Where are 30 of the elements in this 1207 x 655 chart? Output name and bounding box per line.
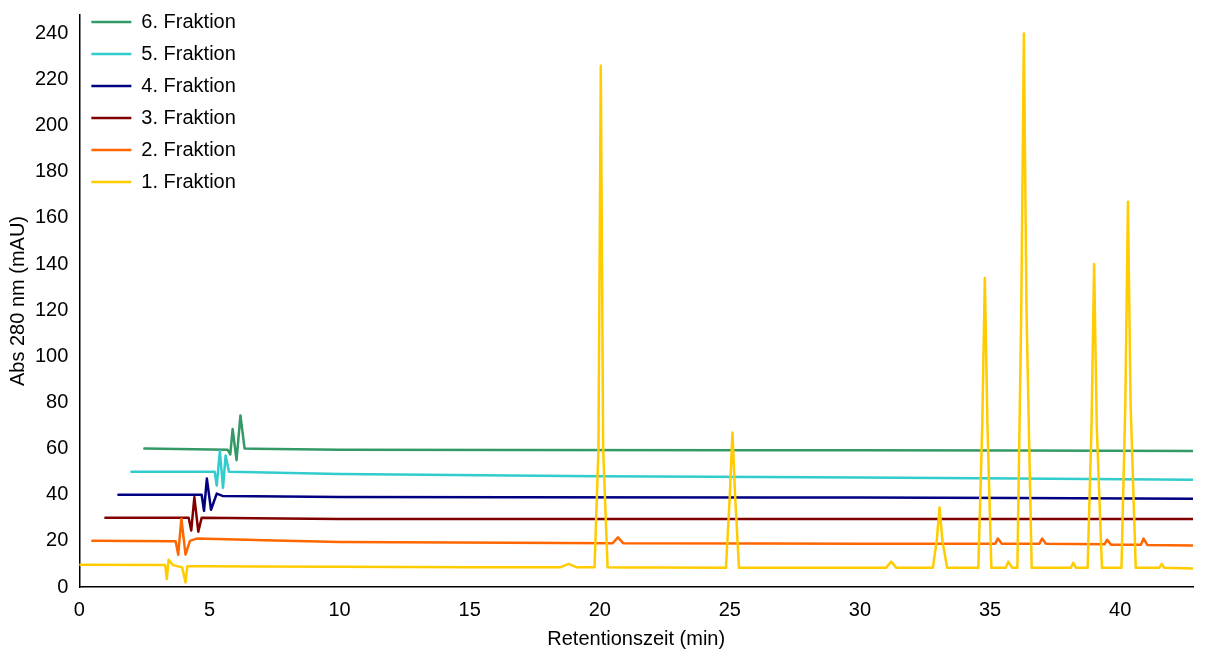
legend-label: 1. Fraktion [141,169,236,192]
y-tick-label: 100 [34,343,69,366]
x-tick-label: 25 [718,597,741,620]
legend-label: 6. Fraktion [141,9,236,32]
x-tick-label: 30 [848,597,872,620]
y-tick-label: 200 [34,113,69,136]
legend-label: 2. Fraktion [141,137,236,160]
y-tick-label: 140 [34,251,69,274]
legend-label: 5. Fraktion [141,41,236,64]
x-tick-label: 10 [328,597,351,620]
y-tick-label: 0 [57,574,69,597]
y-tick-label: 220 [34,67,69,90]
legend-label: 4. Fraktion [141,73,236,96]
legend-label: 3. Fraktion [141,105,236,128]
x-tick-label: 5 [203,597,216,620]
y-axis-title: Abs 280 nm (mAU) [5,215,28,387]
y-tick-label: 80 [46,390,69,412]
y-tick-label: 20 [46,528,69,551]
x-tick-label: 15 [458,597,481,620]
x-tick-label: 40 [1109,597,1132,620]
y-tick-label: 120 [34,297,69,320]
y-tick-label: 160 [34,205,69,228]
x-axis-title: Retentionszeit (min) [547,626,726,649]
x-tick-label: 0 [73,597,85,620]
x-tick-label: 35 [978,597,1002,620]
y-tick-label: 60 [46,436,69,459]
y-tick-label: 180 [34,159,69,182]
x-tick-label: 20 [588,597,611,620]
y-tick-label: 240 [34,20,69,43]
y-tick-label: 40 [46,482,69,505]
